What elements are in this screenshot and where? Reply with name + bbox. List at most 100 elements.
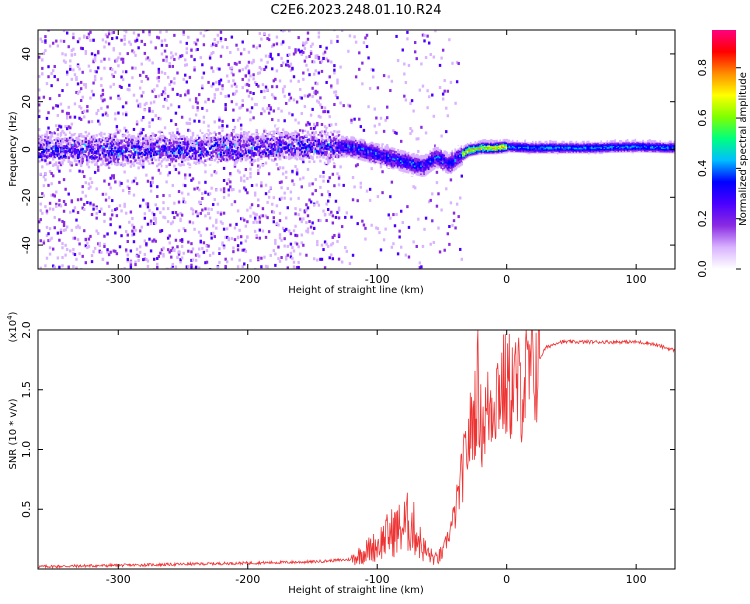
heatmap-cell: [378, 231, 381, 235]
heatmap-cell: [159, 270, 161, 273]
heatmap-cell: [224, 150, 227, 153]
heatmap-cell: [56, 113, 60, 117]
heatmap-cell: [230, 66, 234, 70]
heatmap-cell: [170, 267, 173, 269]
heatmap-cell: [138, 152, 142, 156]
heatmap-cell: [41, 24, 43, 27]
heatmap-cell: [159, 135, 162, 139]
heatmap-cell: [115, 125, 119, 129]
heatmap-cell: [201, 84, 204, 88]
heatmap-cell: [107, 149, 111, 153]
heatmap-cell: [404, 170, 408, 173]
heatmap-cell: [400, 139, 403, 143]
heatmap-cell: [61, 137, 64, 141]
heatmap-cell: [177, 132, 181, 136]
heatmap-cell: [145, 158, 148, 162]
heatmap-cell: [100, 59, 103, 63]
heatmap-cell: [70, 130, 74, 134]
heatmap-cell: [109, 176, 112, 180]
heatmap-cell: [70, 77, 74, 81]
heatmap-cell: [322, 248, 325, 252]
heatmap-cell: [218, 270, 220, 273]
heatmap-cell: [225, 159, 229, 163]
heatmap-cell: [261, 143, 265, 146]
heatmap-cell: [109, 153, 112, 157]
heatmap-cell: [334, 143, 338, 147]
heatmap-cell: [162, 104, 165, 108]
heatmap-cell: [45, 155, 49, 159]
heatmap-cell: [47, 75, 50, 79]
heatmap-cell: [364, 157, 367, 161]
heatmap-cell: [382, 153, 386, 156]
heatmap-cell: [367, 105, 370, 109]
heatmap-cell: [267, 190, 271, 194]
heatmap-cell: [106, 158, 109, 162]
heatmap-cell: [246, 144, 249, 147]
heatmap-cell: [344, 145, 347, 149]
heatmap-cell: [232, 188, 235, 192]
heatmap-cell: [112, 142, 115, 146]
heatmap-cell: [384, 159, 387, 163]
heatmap-cell: [378, 153, 381, 156]
heatmap-cell: [72, 32, 75, 36]
heatmap-cell: [351, 154, 355, 157]
heatmap-cell: [125, 155, 128, 159]
heatmap-cell: [213, 170, 216, 174]
heatmap-cell: [258, 44, 262, 48]
heatmap-cell: [202, 150, 206, 154]
heatmap-cell: [69, 59, 72, 63]
heatmap-cell: [146, 139, 150, 143]
heatmap-cell: [201, 192, 204, 196]
heatmap-cell: [136, 24, 138, 27]
heatmap-cell: [384, 153, 387, 157]
heatmap-cell: [326, 110, 330, 114]
heatmap-cell: [109, 186, 112, 190]
heatmap-cell: [190, 207, 193, 211]
heatmap-cell: [266, 146, 269, 149]
heatmap-cell: [143, 103, 147, 107]
heatmap-cell: [392, 162, 395, 165]
heatmap-cell: [238, 116, 241, 120]
heatmap-cell: [239, 217, 243, 221]
heatmap-cell: [261, 152, 265, 156]
heatmap-cell: [131, 156, 134, 159]
heatmap-cell: [67, 142, 70, 146]
heatmap-cell: [348, 142, 352, 146]
heatmap-cell: [260, 149, 263, 152]
heatmap-cell: [353, 152, 356, 156]
heatmap-cell: [400, 168, 403, 172]
heatmap-cell: [191, 221, 195, 225]
heatmap-cell: [187, 240, 190, 244]
heatmap-cell: [204, 170, 207, 174]
heatmap-cell: [400, 162, 403, 166]
heatmap-cell: [184, 63, 187, 67]
heatmap-cell: [149, 154, 153, 158]
heatmap-cell: [151, 158, 154, 161]
heatmap-cell: [73, 102, 77, 106]
heatmap-cell: [390, 164, 394, 168]
heatmap-cell: [163, 216, 167, 220]
heatmap-cell: [201, 160, 204, 164]
heatmap-cell: [322, 52, 325, 56]
heatmap-cell: [218, 152, 221, 156]
heatmap-cell: [339, 153, 342, 156]
heatmap-cell: [165, 151, 168, 154]
heatmap-cell: [328, 148, 331, 151]
heatmap-cell: [353, 156, 356, 159]
heatmap-cell: [208, 140, 212, 144]
heatmap-cell: [390, 150, 394, 154]
heatmap-cell: [239, 145, 243, 148]
heatmap-cell: [51, 247, 55, 251]
heatmap-cell: [202, 140, 206, 144]
heatmap-cell: [65, 141, 69, 145]
heatmap-cell: [249, 141, 252, 145]
heatmap-cell: [132, 50, 136, 54]
heatmap-cell: [114, 162, 117, 166]
heatmap-cell: [162, 153, 165, 156]
heatmap-cell: [387, 147, 390, 151]
heatmap-cell: [173, 151, 176, 155]
heatmap-cell: [78, 150, 81, 154]
heatmap-cell: [44, 39, 47, 43]
heatmap-cell: [244, 83, 248, 87]
